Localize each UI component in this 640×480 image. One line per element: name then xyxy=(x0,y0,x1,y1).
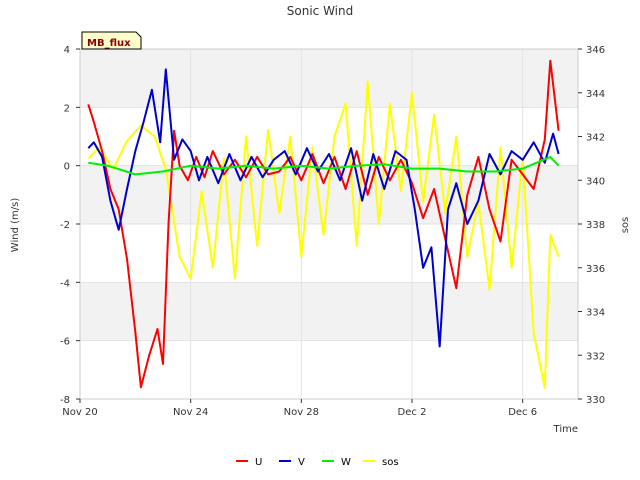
x-tick-label: Nov 20 xyxy=(62,407,97,418)
y2-tick-label: 346 xyxy=(586,45,605,56)
y2-tick-label: 336 xyxy=(586,264,605,275)
axes-layer: 4 2 0 -2 -4 -6 -8 346 344 342 340 338 336 334 332 330 No… xyxy=(60,45,605,418)
y-axis-label: Wind (m/s) xyxy=(10,198,21,253)
badge-box xyxy=(81,31,142,50)
y-tick-label: -4 xyxy=(60,278,70,289)
mb-flux-badge: MB_flux xyxy=(81,31,142,50)
y-tick-label: 0 xyxy=(64,162,70,173)
y2-tick-label: 330 xyxy=(586,395,605,406)
series-line-v xyxy=(87,68,560,348)
y-tick-label: 2 xyxy=(64,103,70,114)
plot-bands xyxy=(80,49,578,341)
y2-tick-label: 340 xyxy=(586,176,605,187)
legend-label-w: W xyxy=(341,457,351,468)
y2-tick-label: 332 xyxy=(586,351,605,362)
series-line-sos xyxy=(87,80,560,390)
x-tick-label: Nov 24 xyxy=(173,407,208,418)
chart-title: Sonic Wind xyxy=(287,4,353,18)
plot-band xyxy=(80,49,578,108)
y-tick-label: -8 xyxy=(60,395,70,406)
legend-label-u: U xyxy=(255,457,262,468)
y2-axis-label: sos xyxy=(620,217,631,234)
y2-tick-label: 338 xyxy=(586,220,605,231)
y-tick-label: -2 xyxy=(60,220,70,231)
x-tick-label: Dec 6 xyxy=(508,407,537,418)
series-line-w xyxy=(88,155,560,176)
series-line-u xyxy=(87,59,560,389)
y-tick-label: 4 xyxy=(64,45,70,56)
legend-label-sos: sos xyxy=(382,457,399,468)
x-tick-label: Dec 2 xyxy=(398,407,427,418)
y2-tick-label: 344 xyxy=(586,89,605,100)
badge-label: MB_flux xyxy=(87,38,131,49)
y2-tick-label: 342 xyxy=(586,133,605,144)
plot-band xyxy=(80,282,578,341)
legend-label-v: V xyxy=(298,457,305,468)
y-tick-label: -6 xyxy=(60,337,70,348)
x-tick-label: Nov 28 xyxy=(284,407,319,418)
series-layer xyxy=(87,59,560,390)
x-axis-label: Time xyxy=(553,424,578,435)
y2-tick-label: 334 xyxy=(586,308,605,319)
